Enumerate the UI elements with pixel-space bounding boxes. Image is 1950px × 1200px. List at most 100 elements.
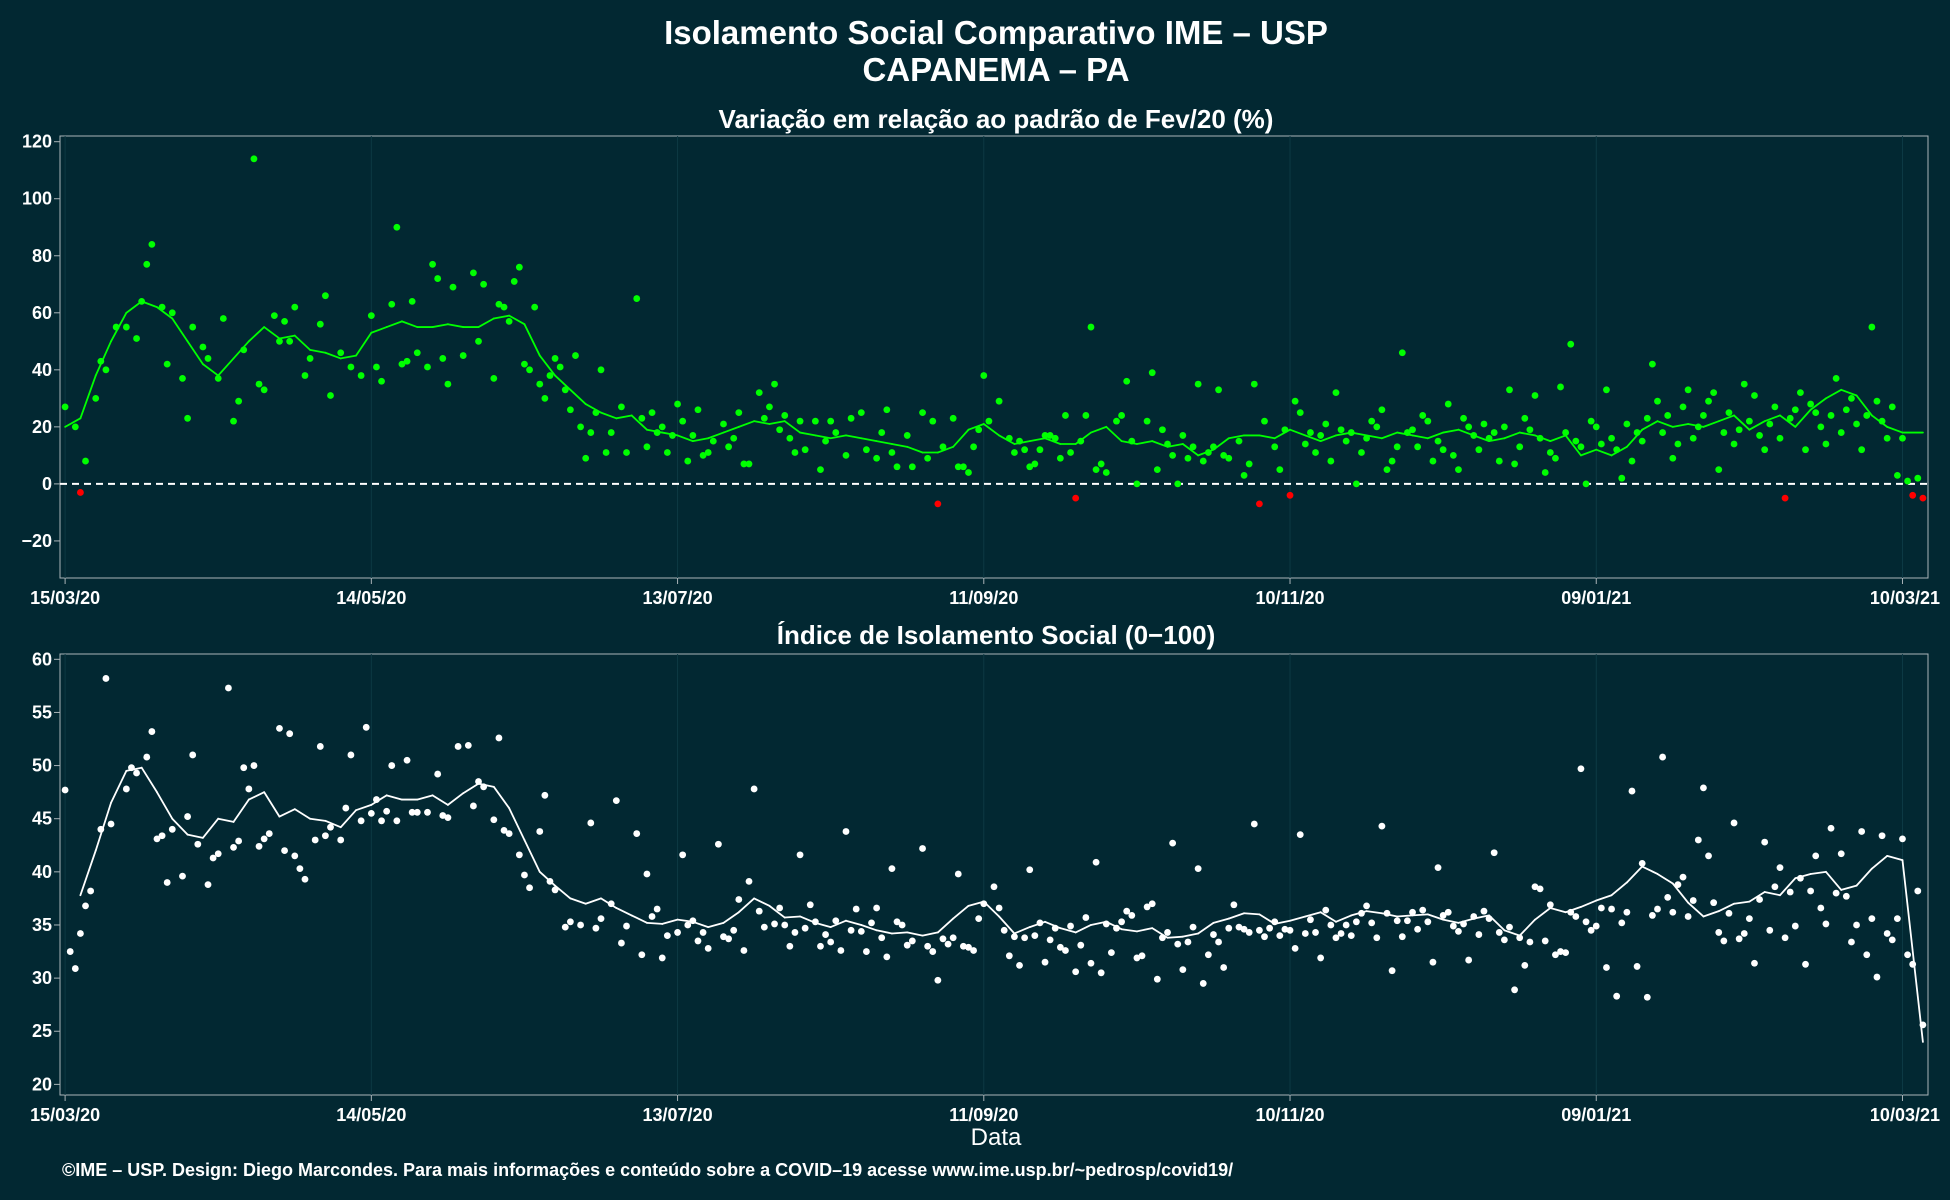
index-moving-average-segment	[1289, 915, 1307, 922]
variation-point	[740, 460, 748, 468]
variation-point	[1347, 429, 1355, 436]
variation-point	[633, 295, 641, 302]
variation-point	[648, 409, 656, 417]
index-moving-average-segment	[1687, 901, 1705, 918]
index-point	[1735, 935, 1743, 943]
variation-point	[1516, 443, 1524, 451]
variation-point	[1781, 494, 1789, 502]
index-point	[980, 900, 988, 908]
index-point	[643, 870, 651, 878]
index-moving-average-segment	[1197, 921, 1215, 935]
index-point	[1506, 923, 1513, 931]
index-point	[158, 832, 166, 840]
index-point	[383, 807, 391, 815]
index-moving-average-segment	[630, 914, 648, 924]
index-point	[515, 851, 523, 859]
variation-point	[623, 449, 630, 456]
variation-point	[1817, 423, 1825, 431]
index-point	[730, 926, 738, 934]
index-point	[1817, 904, 1825, 912]
variation-point	[347, 363, 355, 371]
index-point	[1021, 934, 1029, 942]
index-point	[1669, 908, 1677, 916]
variation-point	[679, 417, 687, 425]
variation-point	[413, 349, 421, 357]
variation-points	[61, 155, 1927, 508]
variation-point	[1409, 426, 1416, 434]
index-point	[638, 951, 646, 959]
variation-point	[1016, 437, 1023, 445]
index-y-tick-label: 55	[32, 702, 52, 722]
index-point	[633, 830, 641, 837]
variation-point	[760, 414, 768, 422]
variation-point	[653, 429, 661, 436]
index-moving-average-segment	[1733, 900, 1751, 905]
index-y-tick-label: 25	[32, 1021, 52, 1041]
variation-point	[832, 429, 840, 436]
variation-point	[97, 357, 105, 365]
index-point	[1914, 887, 1922, 895]
variation-point	[1546, 449, 1554, 456]
index-point	[1159, 934, 1166, 942]
index-point	[561, 923, 569, 931]
variation-moving-average-segment	[860, 437, 878, 443]
index-moving-average-segment	[860, 924, 878, 932]
variation-point	[301, 372, 309, 379]
index-moving-average-segment	[1074, 924, 1092, 934]
variation-moving-average-segment	[1258, 434, 1276, 440]
variation-y-tick-label: 120	[22, 132, 52, 152]
variation-point	[1541, 469, 1549, 476]
variation-point	[1618, 474, 1626, 482]
index-moving-average-segment	[722, 911, 740, 924]
index-moving-average-segment	[1335, 914, 1353, 923]
variation-point	[1378, 406, 1386, 414]
index-moving-average-segment	[1901, 859, 1924, 1043]
variation-moving-average-segment	[446, 323, 465, 328]
index-point	[1516, 934, 1524, 942]
variation-moving-average-segment	[967, 423, 985, 431]
variation-moving-average-segment	[783, 420, 801, 434]
variation-point	[1429, 457, 1437, 465]
variation-point	[1342, 437, 1350, 445]
variation-point	[1072, 494, 1080, 502]
variation-moving-average-segment	[691, 437, 710, 443]
variation-y-tick-label: 100	[22, 189, 52, 209]
index-point	[1184, 938, 1192, 946]
index-y-tick-label: 35	[32, 915, 52, 935]
variation-point	[1761, 446, 1769, 454]
index-moving-average-segment	[1870, 855, 1889, 870]
index-point	[470, 802, 477, 810]
index-point	[1679, 873, 1687, 881]
variation-point	[730, 434, 738, 442]
index-point	[954, 870, 962, 878]
index-point	[699, 929, 707, 936]
index-point	[959, 942, 967, 950]
variation-point	[1296, 409, 1304, 417]
variation-point	[1062, 412, 1069, 419]
variation-point	[766, 403, 773, 411]
index-point	[822, 931, 829, 938]
variation-point	[796, 417, 804, 425]
index-point	[337, 836, 345, 844]
index-point	[1271, 918, 1279, 926]
variation-moving-average-segment	[64, 417, 82, 428]
variation-moving-average-segment	[1044, 437, 1062, 445]
index-x-tick-label: 15/03/20	[30, 1105, 100, 1125]
variation-point	[1337, 426, 1345, 434]
index-moving-average-segment	[1580, 899, 1598, 908]
variation-point	[515, 263, 523, 271]
variation-point	[1848, 394, 1855, 402]
index-point	[796, 851, 804, 859]
index-point	[1730, 819, 1738, 827]
index-point	[592, 924, 600, 932]
variation-moving-average-segment	[1380, 431, 1399, 440]
variation-point	[1899, 434, 1906, 442]
variation-moving-average-segment	[79, 374, 97, 420]
variation-point	[1597, 440, 1605, 448]
variation-point	[1842, 406, 1850, 414]
index-moving-average-segment	[1136, 927, 1154, 933]
index-point	[817, 942, 824, 950]
variation-point	[189, 323, 197, 331]
variation-point	[179, 374, 186, 382]
variation-point	[1863, 412, 1871, 419]
